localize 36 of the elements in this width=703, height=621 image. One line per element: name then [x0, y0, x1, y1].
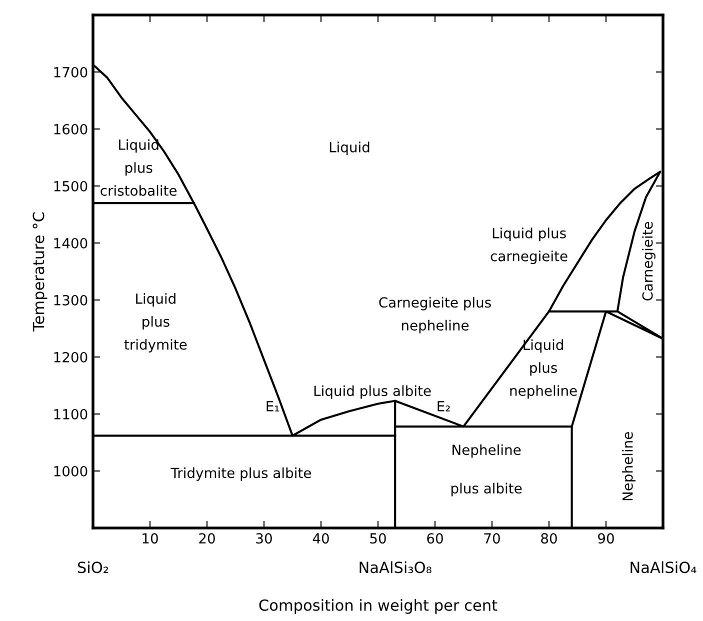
annotation: Liquid plus nepheline: [510, 339, 577, 399]
y-tick-label: 1200: [54, 352, 88, 362]
text: SiO₂: [78, 561, 108, 574]
y-tick-label: 1400: [54, 238, 88, 248]
annotation: Liquid plus cristobalite: [100, 139, 177, 196]
annotation: Liquid plus albite: [314, 385, 431, 399]
annotation: Nepheline: [622, 432, 636, 500]
annotation: Liquid: [330, 142, 370, 156]
y-tick-label: 1700: [54, 66, 88, 78]
x-tick-label: 20: [199, 533, 215, 544]
y-tick-label: 1100: [54, 408, 88, 420]
annotation: E₁: [266, 401, 279, 412]
y-tick-label: 1500: [54, 180, 88, 192]
annotation: E₂: [438, 401, 450, 412]
text: NaAlSi₃O₈: [360, 561, 432, 574]
annotation: Carnegieite plus nepheline: [379, 296, 491, 334]
x-tick-label: 50: [370, 533, 386, 544]
x-tick-label: 60: [427, 533, 443, 544]
x-tick-label: 30: [256, 533, 272, 544]
y-tick-label: 1000: [54, 466, 88, 476]
y-tick-label: 1600: [54, 124, 88, 134]
y-tick-label: 1300: [54, 294, 88, 306]
x-tick-label: 70: [484, 533, 500, 544]
annotation: plus albite: [451, 482, 522, 496]
annotation: Carnegieite: [642, 222, 656, 301]
annotation: Tridymite plus albite: [170, 467, 311, 481]
y-axis-title: Temperature °C: [32, 212, 48, 332]
text: NaAlSiO₄: [630, 561, 696, 574]
x-tick-label: 10: [142, 533, 158, 544]
x-tick-label: 80: [541, 533, 557, 544]
annotation: Nepheline: [452, 444, 521, 458]
x-axis-title: Composition in weight per cent: [259, 599, 498, 614]
x-tick-label: 40: [312, 533, 329, 544]
annotation: Liquid plus tridymite: [124, 293, 187, 352]
annotation: Liquid plus carnegieite: [490, 228, 568, 264]
x-tick-label: 90: [598, 533, 614, 544]
